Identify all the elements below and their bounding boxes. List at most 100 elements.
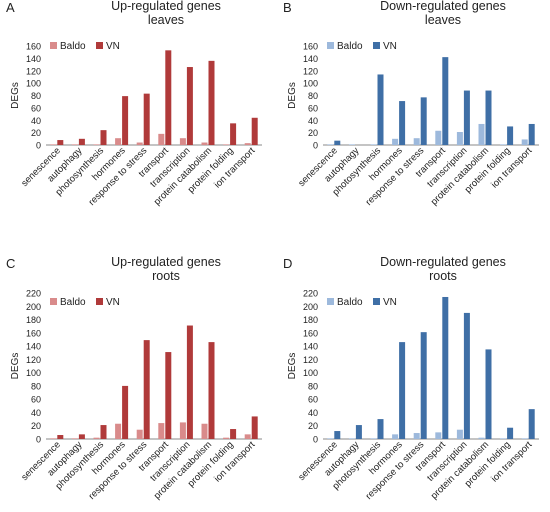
- y-tick-label: 200: [26, 302, 41, 312]
- y-tick-label: 40: [31, 116, 41, 126]
- bar-baldo: [93, 144, 100, 145]
- legend-label-vn: VN: [383, 41, 397, 52]
- y-axis-label: DEGs: [287, 82, 298, 109]
- y-tick-label: 0: [36, 435, 41, 445]
- bar-baldo: [223, 437, 230, 439]
- y-tick-label: 80: [308, 381, 318, 391]
- bar-baldo: [478, 123, 485, 145]
- legend-swatch-baldo: [50, 298, 57, 305]
- bar-vn: [100, 425, 107, 439]
- bar-vn: [230, 123, 237, 145]
- bar-vn: [57, 435, 64, 439]
- bar-vn: [334, 431, 341, 439]
- y-tick-label: 160: [26, 328, 41, 338]
- chart-title: Down-regulated genes: [380, 0, 506, 13]
- bar-baldo: [136, 429, 143, 439]
- bar-baldo: [435, 130, 442, 145]
- bar-vn: [420, 332, 427, 439]
- y-tick-label: 0: [36, 141, 41, 151]
- bar-baldo: [179, 422, 186, 439]
- bar-vn: [507, 126, 514, 145]
- y-tick-label: 180: [26, 315, 41, 325]
- bar-baldo: [158, 423, 165, 439]
- bar-vn: [165, 352, 172, 439]
- y-tick-label: 60: [308, 103, 318, 113]
- bar-vn: [528, 409, 535, 439]
- bar-baldo: [435, 432, 442, 439]
- y-tick-label: 120: [26, 355, 41, 365]
- bar-baldo: [158, 133, 165, 145]
- y-axis-label: DEGs: [10, 353, 21, 380]
- bar-baldo: [500, 144, 507, 145]
- y-tick-label: 20: [31, 421, 41, 431]
- bar-vn: [186, 67, 193, 145]
- legend-label-vn: VN: [383, 297, 397, 308]
- bar-baldo: [115, 423, 122, 439]
- bar-vn: [463, 90, 470, 145]
- y-axis-label: DEGs: [10, 82, 21, 109]
- legend-swatch-baldo: [327, 42, 334, 49]
- bar-baldo: [521, 139, 528, 145]
- bar-baldo: [392, 138, 399, 145]
- bar-baldo: [179, 138, 186, 145]
- legend-swatch-vn: [373, 298, 380, 305]
- y-tick-label: 220: [303, 289, 318, 299]
- bar-vn: [78, 138, 85, 145]
- bar-vn: [377, 74, 384, 145]
- bar-vn: [122, 385, 129, 439]
- chart-subtitle: roots: [152, 269, 180, 283]
- bar-vn: [251, 117, 258, 145]
- panel-letter: A: [6, 0, 15, 15]
- bar-baldo: [136, 142, 143, 145]
- bar-vn: [420, 97, 427, 145]
- y-tick-label: 80: [308, 91, 318, 101]
- y-tick-label: 120: [26, 66, 41, 76]
- y-tick-label: 120: [303, 355, 318, 365]
- bar-vn: [78, 434, 85, 439]
- bar-vn: [485, 349, 492, 439]
- y-tick-label: 20: [308, 128, 318, 138]
- legend-swatch-baldo: [327, 298, 334, 305]
- y-tick-label: 180: [303, 315, 318, 325]
- bar-vn: [208, 60, 215, 145]
- bar-vn: [334, 140, 341, 145]
- bar-baldo: [478, 437, 485, 439]
- bar-vn: [100, 130, 107, 145]
- bar-baldo: [413, 138, 420, 145]
- y-tick-label: 140: [303, 54, 318, 64]
- bar-vn: [143, 93, 150, 145]
- bar-vn: [442, 57, 449, 146]
- legend-label-baldo: Baldo: [60, 41, 86, 52]
- bar-baldo: [201, 142, 208, 145]
- y-tick-label: 100: [303, 368, 318, 378]
- bar-baldo: [244, 434, 251, 439]
- chart-subtitle: roots: [429, 269, 457, 283]
- y-tick-label: 60: [31, 395, 41, 405]
- legend-label-vn: VN: [106, 297, 120, 308]
- bar-vn: [122, 96, 129, 145]
- y-tick-label: 140: [26, 54, 41, 64]
- chart-title: Up-regulated genes: [111, 0, 221, 13]
- bar-vn: [143, 340, 150, 439]
- bar-vn: [230, 429, 237, 439]
- bar-baldo: [50, 438, 57, 439]
- y-tick-label: 140: [26, 342, 41, 352]
- panel-letter: B: [283, 0, 292, 15]
- y-tick-label: 60: [308, 395, 318, 405]
- chart-title: Down-regulated genes: [380, 255, 506, 269]
- bar-baldo: [201, 423, 208, 439]
- y-tick-label: 80: [31, 91, 41, 101]
- y-tick-label: 0: [313, 141, 318, 151]
- bar-vn: [507, 427, 514, 439]
- bar-baldo: [71, 144, 78, 145]
- y-tick-label: 160: [303, 42, 318, 52]
- bar-baldo: [71, 438, 78, 439]
- bar-vn: [399, 342, 406, 439]
- bar-vn: [208, 342, 215, 439]
- y-tick-label: 20: [308, 421, 318, 431]
- panel-letter: C: [6, 256, 15, 271]
- bar-vn: [399, 101, 406, 145]
- bar-baldo: [348, 144, 355, 145]
